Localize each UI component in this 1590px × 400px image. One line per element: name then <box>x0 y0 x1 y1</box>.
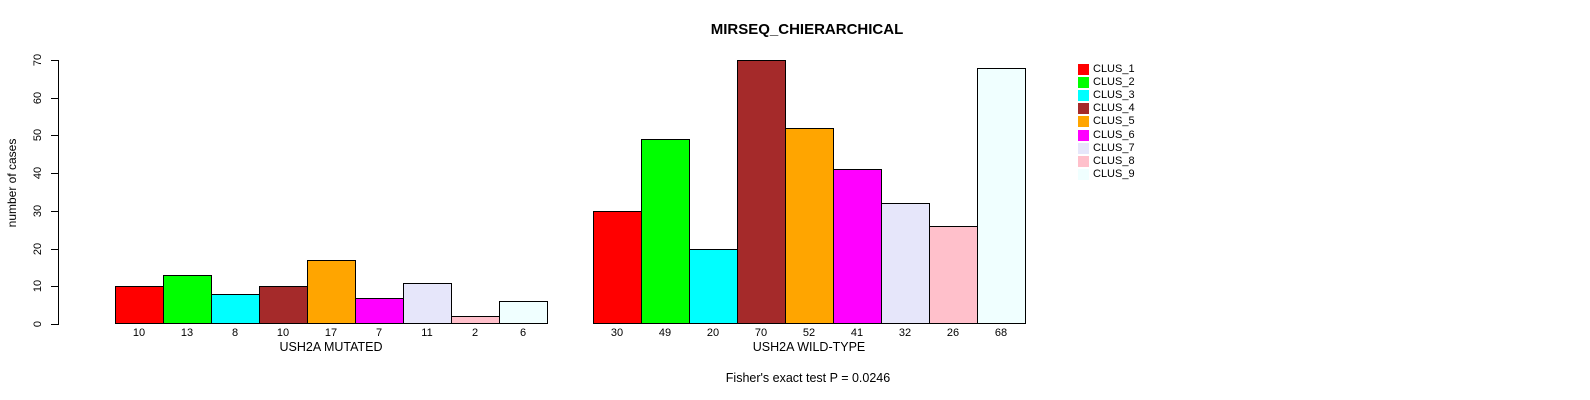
y-axis-tick <box>51 324 58 325</box>
bar-value-label: 2 <box>471 327 479 339</box>
bar-clus_3-group2 <box>689 249 738 324</box>
y-tick-label: 60 <box>32 91 44 104</box>
bar-value-label: 17 <box>324 327 338 339</box>
legend-label-clus_5: CLUS_5 <box>1093 115 1135 128</box>
legend-label-clus_3: CLUS_3 <box>1093 89 1135 102</box>
bar-value-label: 7 <box>375 327 383 339</box>
bar-clus_5-group2 <box>785 128 834 324</box>
legend-swatch-clus_6 <box>1078 129 1089 141</box>
bar-clus_4-group2 <box>737 60 786 324</box>
y-axis-tick <box>51 210 58 212</box>
bar-value-label: 32 <box>898 327 912 339</box>
y-tick-label: 30 <box>32 204 44 217</box>
bar-clus_5-group1 <box>307 260 356 324</box>
legend-label-clus_6: CLUS_6 <box>1093 128 1135 141</box>
legend-swatch-clus_8 <box>1078 155 1089 167</box>
bar-clus_1-group1 <box>115 286 164 324</box>
y-axis-tick <box>51 173 58 175</box>
bar-value-label: 41 <box>850 327 864 339</box>
bar-value-label: 49 <box>658 327 672 339</box>
y-axis-title: number of cases <box>5 138 19 228</box>
legend-swatch-clus_3 <box>1078 90 1089 102</box>
y-tick-label: 40 <box>32 167 44 180</box>
bar-value-label: 70 <box>754 327 768 339</box>
legend-label-clus_8: CLUS_8 <box>1093 154 1135 167</box>
legend-swatch-clus_9 <box>1078 168 1089 180</box>
bar-clus_6-group2 <box>833 169 882 324</box>
legend-swatch-clus_4 <box>1078 103 1089 115</box>
y-tick-label: 50 <box>32 129 44 142</box>
bar-clus_1-group2 <box>593 211 642 324</box>
bar-clus_6-group1 <box>355 298 404 324</box>
bar-value-label: 10 <box>132 327 146 339</box>
legend-label-clus_7: CLUS_7 <box>1093 141 1135 154</box>
y-axis-tick <box>51 135 58 137</box>
bar-clus_3-group1 <box>211 294 260 324</box>
bar-value-label: 30 <box>610 327 624 339</box>
bar-clus_2-group1 <box>163 275 212 324</box>
bar-clus_9-group2 <box>977 68 1026 324</box>
fisher-test-annotation: Fisher's exact test P = 0.0246 <box>725 371 891 385</box>
y-axis-line <box>58 60 59 325</box>
bar-clus_8-group2 <box>929 226 978 324</box>
bar-value-label: 68 <box>994 327 1008 339</box>
y-tick-label: 10 <box>32 280 44 293</box>
bar-clus_4-group1 <box>259 286 308 324</box>
legend-label-clus_2: CLUS_2 <box>1093 76 1135 89</box>
x-group-label: USH2A WILD-TYPE <box>752 340 866 354</box>
bar-value-label: 26 <box>946 327 960 339</box>
bar-value-label: 6 <box>519 327 527 339</box>
y-tick-label: 0 <box>32 320 44 328</box>
y-axis-tick <box>51 248 58 250</box>
bar-clus_2-group2 <box>641 139 690 324</box>
y-tick-label: 70 <box>32 53 44 67</box>
bar-clus_8-group1 <box>451 316 500 324</box>
bar-value-label: 11 <box>421 327 433 339</box>
legend-label-clus_4: CLUS_4 <box>1093 102 1135 115</box>
bar-value-label: 52 <box>802 327 816 339</box>
bar-value-label: 20 <box>706 327 720 339</box>
bar-clus_7-group1 <box>403 283 452 324</box>
y-tick-label: 20 <box>32 242 44 255</box>
bar-clus_9-group1 <box>499 301 548 324</box>
bar-value-label: 13 <box>180 327 194 339</box>
bar-value-label: 8 <box>231 327 239 339</box>
chart-title: MIRSEQ_CHIERARCHICAL <box>710 21 904 38</box>
bar-clus_7-group2 <box>881 203 930 324</box>
y-axis-tick <box>51 286 58 288</box>
legend-label-clus_9: CLUS_9 <box>1093 167 1135 180</box>
x-group-label: USH2A MUTATED <box>279 340 383 354</box>
legend-label-clus_1: CLUS_1 <box>1093 63 1135 75</box>
y-axis-tick <box>51 97 58 99</box>
legend-swatch-clus_2 <box>1078 77 1089 89</box>
legend-swatch-clus_7 <box>1078 142 1089 154</box>
y-axis-tick <box>51 60 58 61</box>
bar-value-label: 10 <box>276 327 290 339</box>
legend-swatch-clus_1 <box>1078 64 1089 75</box>
legend-swatch-clus_5 <box>1078 116 1089 128</box>
